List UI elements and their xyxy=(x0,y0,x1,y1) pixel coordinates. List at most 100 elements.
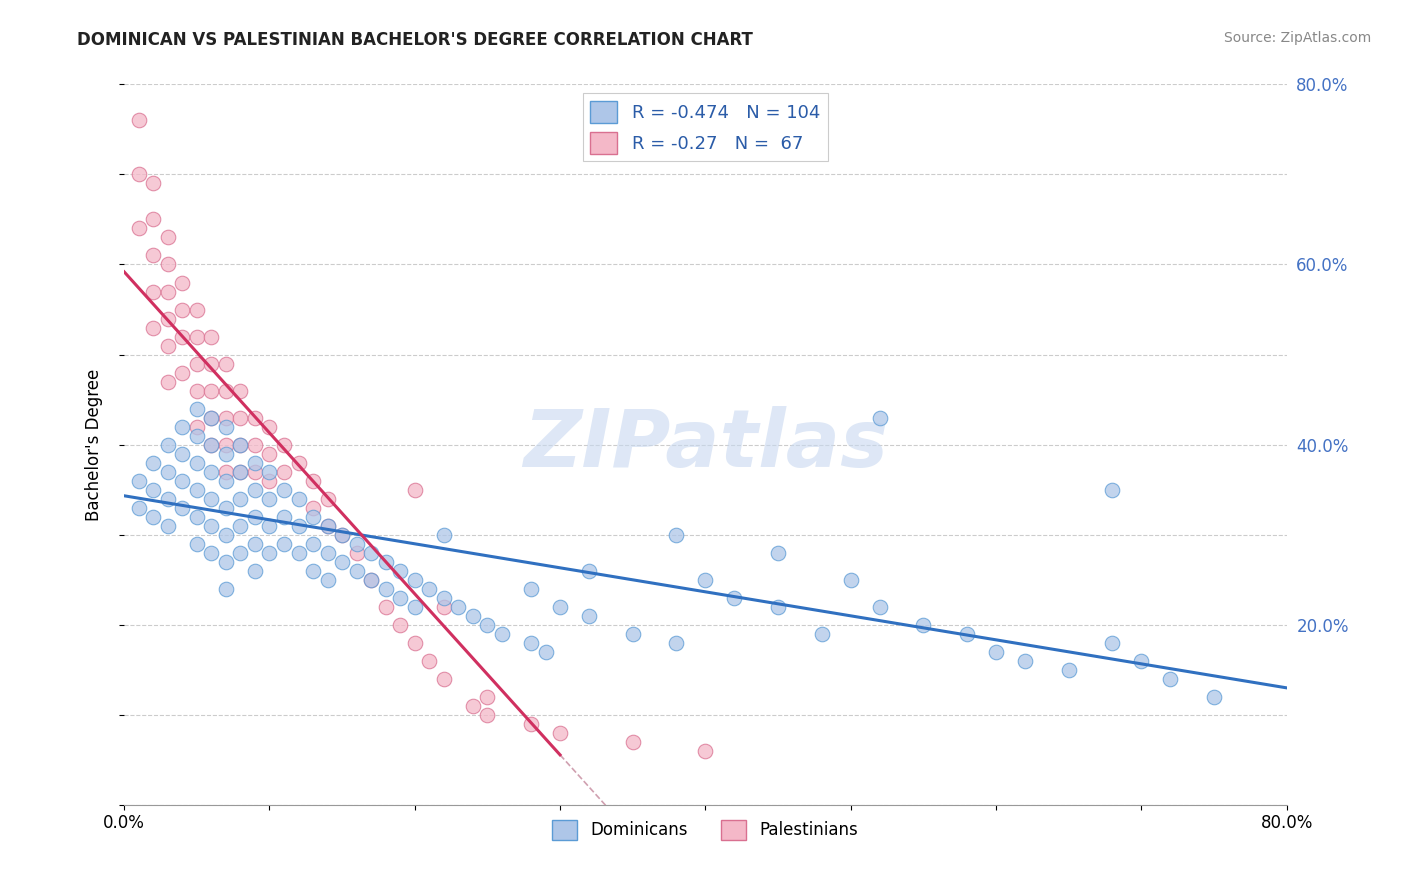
Point xyxy=(404,483,426,497)
Point xyxy=(186,401,208,416)
Point xyxy=(520,716,543,731)
Point xyxy=(316,518,339,533)
Point xyxy=(229,465,252,479)
Point xyxy=(1014,654,1036,668)
Point xyxy=(520,635,543,649)
Text: ZIPatlas: ZIPatlas xyxy=(523,406,887,483)
Point xyxy=(360,573,382,587)
Point xyxy=(273,536,295,550)
Point xyxy=(156,437,179,451)
Point xyxy=(243,410,266,425)
Point xyxy=(142,320,165,334)
Point xyxy=(186,428,208,442)
Point xyxy=(665,527,688,541)
Point xyxy=(229,437,252,451)
Point xyxy=(477,690,499,704)
Point xyxy=(200,384,222,398)
Point xyxy=(346,564,368,578)
Point xyxy=(389,564,412,578)
Point xyxy=(404,573,426,587)
Point xyxy=(156,518,179,533)
Point xyxy=(172,329,194,343)
Point xyxy=(302,509,325,524)
Point xyxy=(259,446,281,460)
Point xyxy=(142,212,165,227)
Point xyxy=(172,474,194,488)
Point xyxy=(156,375,179,389)
Point xyxy=(389,617,412,632)
Point xyxy=(186,384,208,398)
Point xyxy=(215,357,238,371)
Point xyxy=(128,221,150,235)
Point xyxy=(1130,654,1153,668)
Point xyxy=(259,491,281,506)
Point xyxy=(172,500,194,515)
Point xyxy=(259,546,281,560)
Point xyxy=(229,384,252,398)
Point xyxy=(404,635,426,649)
Point xyxy=(186,536,208,550)
Point xyxy=(229,546,252,560)
Point xyxy=(346,546,368,560)
Point xyxy=(548,599,571,614)
Point xyxy=(302,500,325,515)
Point xyxy=(243,509,266,524)
Point xyxy=(243,483,266,497)
Point xyxy=(200,491,222,506)
Point xyxy=(1101,635,1123,649)
Point xyxy=(621,626,644,640)
Point xyxy=(433,591,456,605)
Point xyxy=(302,474,325,488)
Point xyxy=(215,555,238,569)
Point xyxy=(229,491,252,506)
Point xyxy=(229,518,252,533)
Point xyxy=(215,582,238,596)
Text: Source: ZipAtlas.com: Source: ZipAtlas.com xyxy=(1223,31,1371,45)
Point xyxy=(200,546,222,560)
Point xyxy=(302,536,325,550)
Point xyxy=(259,465,281,479)
Point xyxy=(215,474,238,488)
Point xyxy=(142,456,165,470)
Point xyxy=(156,338,179,352)
Point xyxy=(316,491,339,506)
Point xyxy=(477,707,499,722)
Point xyxy=(477,617,499,632)
Text: DOMINICAN VS PALESTINIAN BACHELOR'S DEGREE CORRELATION CHART: DOMINICAN VS PALESTINIAN BACHELOR'S DEGR… xyxy=(77,31,754,49)
Point xyxy=(186,483,208,497)
Point xyxy=(578,564,600,578)
Point xyxy=(142,483,165,497)
Point xyxy=(330,555,353,569)
Point xyxy=(956,626,979,640)
Point xyxy=(200,437,222,451)
Point xyxy=(142,285,165,299)
Point xyxy=(869,599,891,614)
Point xyxy=(433,599,456,614)
Point xyxy=(1159,672,1181,686)
Point xyxy=(287,456,309,470)
Point xyxy=(172,446,194,460)
Point xyxy=(259,474,281,488)
Point xyxy=(128,474,150,488)
Point xyxy=(128,500,150,515)
Point xyxy=(330,527,353,541)
Y-axis label: Bachelor's Degree: Bachelor's Degree xyxy=(86,368,103,521)
Point xyxy=(156,230,179,244)
Point xyxy=(447,599,470,614)
Point xyxy=(215,410,238,425)
Point xyxy=(200,518,222,533)
Point xyxy=(215,446,238,460)
Point xyxy=(766,599,789,614)
Point xyxy=(869,410,891,425)
Point xyxy=(156,491,179,506)
Point xyxy=(578,608,600,623)
Point xyxy=(186,329,208,343)
Point xyxy=(200,329,222,343)
Point xyxy=(229,410,252,425)
Point xyxy=(273,483,295,497)
Point xyxy=(142,509,165,524)
Point xyxy=(215,384,238,398)
Point xyxy=(374,555,396,569)
Point xyxy=(695,573,717,587)
Point xyxy=(273,437,295,451)
